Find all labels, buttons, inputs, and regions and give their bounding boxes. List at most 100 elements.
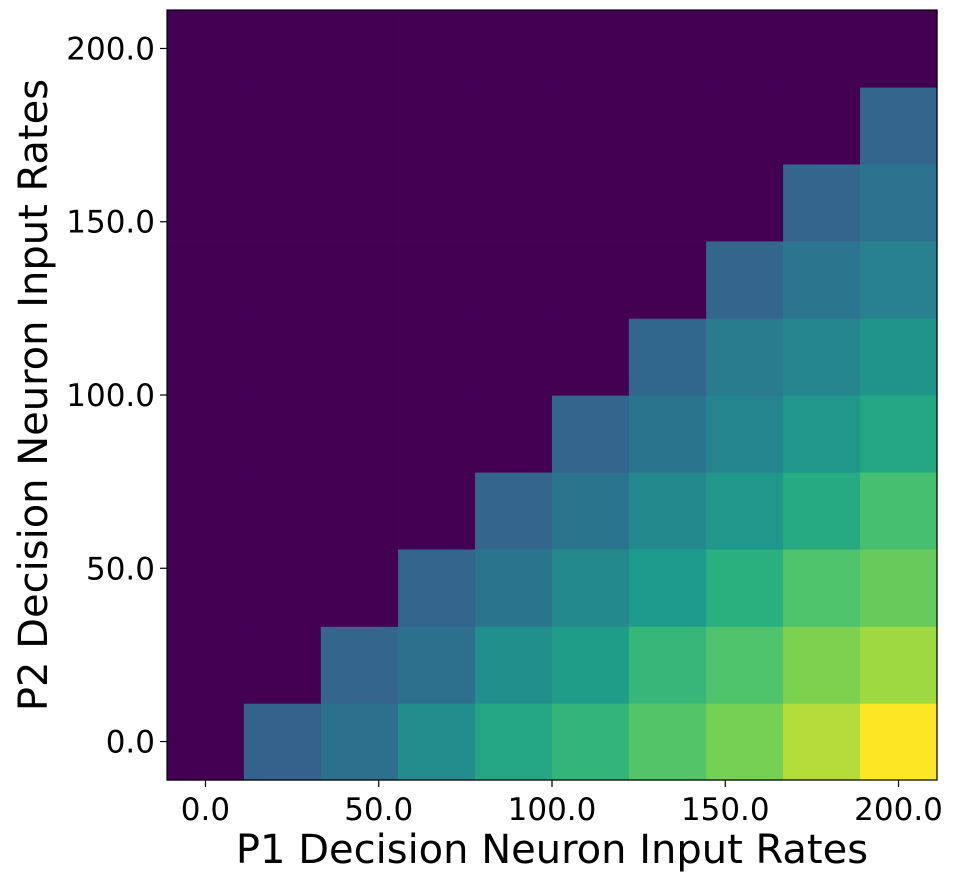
heatmap-cell: [398, 626, 476, 704]
heatmap-cell: [783, 87, 861, 165]
heatmap-cell: [552, 626, 630, 704]
x-tick-label: 200.0: [854, 792, 943, 828]
x-axis-label: P1 Decision Neuron Input Rates: [236, 827, 868, 873]
heatmap-cell: [706, 472, 784, 550]
heatmap-cell: [629, 395, 707, 473]
heatmap-cell: [629, 164, 707, 242]
heatmap-cell: [860, 318, 938, 396]
heatmap-cell: [552, 241, 630, 319]
x-tick-label: 150.0: [681, 792, 770, 828]
heatmap-cell: [783, 395, 861, 473]
heatmap-cell: [167, 10, 245, 88]
heatmap-cell: [706, 703, 784, 781]
heatmap-cell: [475, 472, 553, 550]
heatmap-cell: [167, 626, 245, 704]
heatmap-cell: [860, 164, 938, 242]
heatmap-cell: [552, 87, 630, 165]
heatmap-cell: [860, 87, 938, 165]
heatmap-cell: [706, 164, 784, 242]
heatmap-cells: [167, 10, 938, 781]
heatmap-cell: [167, 164, 245, 242]
heatmap-cell: [860, 10, 938, 88]
heatmap-cell: [167, 87, 245, 165]
heatmap-cell: [321, 703, 399, 781]
y-tick-label: 150.0: [66, 205, 155, 241]
heatmap-cell: [321, 549, 399, 627]
heatmap-cell: [244, 703, 322, 781]
heatmap-cell: [860, 626, 938, 704]
heatmap-cell: [398, 10, 476, 88]
heatmap-cell: [629, 703, 707, 781]
heatmap-cell: [244, 87, 322, 165]
heatmap-cell: [706, 87, 784, 165]
y-tick-label: 100.0: [66, 378, 155, 414]
heatmap-cell: [244, 318, 322, 396]
heatmap-cell: [552, 472, 630, 550]
heatmap-cell: [167, 241, 245, 319]
heatmap-cell: [706, 10, 784, 88]
heatmap-cell: [244, 164, 322, 242]
y-axis-label: P2 Decision Neuron Input Rates: [11, 79, 57, 711]
heatmap-cell: [706, 241, 784, 319]
x-tick-label: 0.0: [181, 792, 230, 828]
heatmap-cell: [629, 10, 707, 88]
heatmap-cell: [629, 549, 707, 627]
heatmap-cell: [629, 318, 707, 396]
heatmap-cell: [475, 10, 553, 88]
heatmap-cell: [629, 87, 707, 165]
heatmap-cell: [244, 549, 322, 627]
heatmap-cell: [783, 549, 861, 627]
heatmap-cell: [706, 395, 784, 473]
heatmap-cell: [860, 549, 938, 627]
x-tick-label: 100.0: [508, 792, 597, 828]
heatmap-cell: [321, 395, 399, 473]
heatmap-cell: [475, 626, 553, 704]
heatmap-cell: [244, 241, 322, 319]
heatmap-cell: [860, 472, 938, 550]
heatmap-cell: [783, 318, 861, 396]
y-tick-label: 0.0: [106, 725, 155, 761]
heatmap-cell: [398, 395, 476, 473]
heatmap-cell: [783, 164, 861, 242]
heatmap-cell: [167, 549, 245, 627]
heatmap-cell: [629, 472, 707, 550]
heatmap-cell: [321, 87, 399, 165]
heatmap-cell: [552, 395, 630, 473]
heatmap-cell: [783, 703, 861, 781]
heatmap-cell: [398, 241, 476, 319]
x-axis-ticks: 0.0 50.0 100.0 150.0 200.0: [181, 780, 943, 828]
heatmap-cell: [167, 395, 245, 473]
heatmap-cell: [475, 549, 553, 627]
heatmap-cell: [167, 703, 245, 781]
heatmap-cell: [244, 626, 322, 704]
heatmap-cell: [321, 10, 399, 88]
heatmap-cell: [629, 241, 707, 319]
heatmap-cell: [398, 164, 476, 242]
heatmap-cell: [244, 472, 322, 550]
heatmap-cell: [860, 703, 938, 781]
heatmap-cell: [244, 395, 322, 473]
heatmap-cell: [321, 626, 399, 704]
heatmap-cell: [783, 10, 861, 88]
y-axis-ticks: 0.0 50.0 100.0 150.0 200.0: [66, 31, 167, 760]
heatmap-cell: [475, 164, 553, 242]
heatmap-cell: [552, 318, 630, 396]
heatmap-cell: [629, 626, 707, 704]
heatmap-cell: [860, 395, 938, 473]
heatmap-cell: [321, 318, 399, 396]
heatmap-cell: [398, 549, 476, 627]
heatmap-cell: [552, 164, 630, 242]
heatmap-cell: [783, 626, 861, 704]
y-tick-label: 200.0: [66, 31, 155, 67]
heatmap-cell: [860, 241, 938, 319]
heatmap-cell: [398, 318, 476, 396]
heatmap-cell: [398, 87, 476, 165]
heatmap-cell: [706, 626, 784, 704]
heatmap-cell: [321, 164, 399, 242]
heatmap-cell: [706, 318, 784, 396]
heatmap-cell: [783, 472, 861, 550]
heatmap-cell: [552, 549, 630, 627]
heatmap-cell: [321, 241, 399, 319]
